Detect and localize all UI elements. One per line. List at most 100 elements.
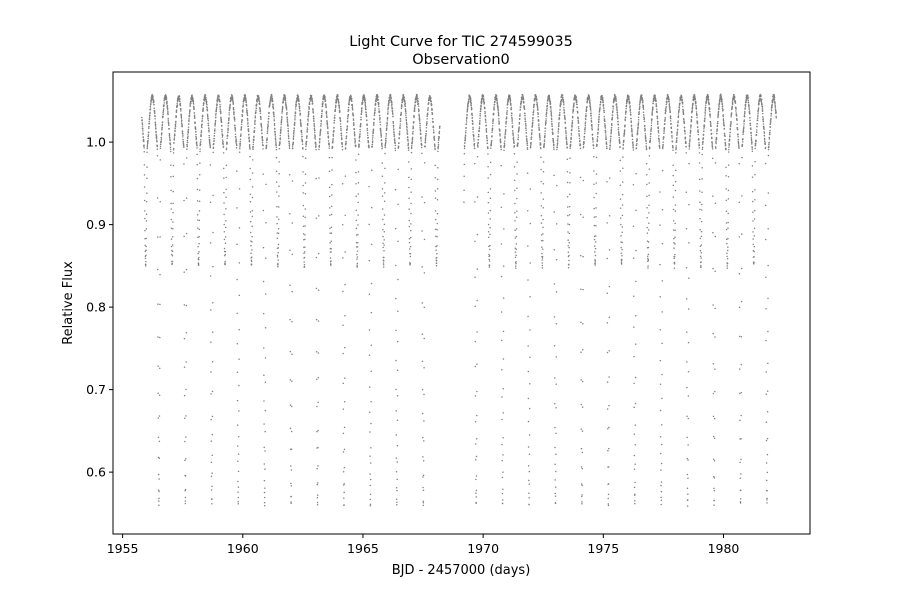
data-point xyxy=(158,490,160,493)
data-point xyxy=(569,172,571,174)
data-point xyxy=(181,123,183,126)
data-point xyxy=(546,104,549,107)
data-point xyxy=(357,224,359,226)
data-point xyxy=(345,141,347,143)
data-point xyxy=(382,266,385,268)
data-point xyxy=(530,133,533,136)
data-point xyxy=(435,265,438,267)
data-point xyxy=(515,243,518,245)
data-point xyxy=(479,107,482,110)
data-point xyxy=(635,173,637,175)
data-point xyxy=(616,105,618,108)
data-point xyxy=(267,118,270,120)
data-point xyxy=(210,489,213,491)
data-point xyxy=(540,192,542,194)
data-point xyxy=(226,137,228,140)
data-point xyxy=(237,460,239,463)
data-point xyxy=(489,218,491,220)
data-point xyxy=(355,209,357,211)
data-point xyxy=(660,481,663,483)
data-point xyxy=(630,124,633,126)
data-point xyxy=(514,211,516,214)
data-point xyxy=(423,272,426,274)
data-point xyxy=(506,110,508,112)
data-point xyxy=(347,109,350,111)
data-point xyxy=(411,136,414,139)
data-point xyxy=(292,137,295,139)
data-point xyxy=(337,95,339,97)
data-point xyxy=(327,127,329,130)
data-point xyxy=(251,215,254,218)
data-point xyxy=(583,138,585,140)
data-point xyxy=(233,118,236,121)
data-point xyxy=(585,113,587,115)
data-point xyxy=(142,130,144,132)
data-point xyxy=(424,137,427,140)
data-point xyxy=(282,105,284,108)
data-point xyxy=(264,357,267,359)
data-point xyxy=(554,492,557,495)
data-point xyxy=(583,132,586,135)
data-point xyxy=(344,314,346,317)
data-point xyxy=(264,381,267,383)
data-point xyxy=(501,369,503,371)
data-point xyxy=(544,132,546,135)
data-point xyxy=(303,264,306,266)
data-point xyxy=(650,130,652,133)
data-point xyxy=(530,143,532,145)
data-point xyxy=(378,105,380,107)
data-point xyxy=(379,117,381,120)
data-point xyxy=(253,131,256,133)
data-point xyxy=(589,106,592,108)
data-point xyxy=(363,95,366,97)
data-point xyxy=(596,143,598,146)
data-point xyxy=(385,135,387,137)
data-point xyxy=(501,418,503,421)
data-point xyxy=(476,390,478,393)
data-point xyxy=(567,255,570,258)
data-point xyxy=(544,124,547,126)
data-point xyxy=(185,388,187,391)
data-point xyxy=(398,132,401,134)
data-point xyxy=(286,117,288,119)
data-point xyxy=(620,252,622,254)
data-point xyxy=(421,196,423,198)
data-point xyxy=(169,142,172,145)
data-point xyxy=(616,116,619,119)
data-point xyxy=(660,452,662,455)
data-point xyxy=(663,128,666,130)
data-point xyxy=(182,140,185,143)
data-point xyxy=(545,119,547,122)
data-point xyxy=(593,183,595,185)
data-point xyxy=(315,144,317,146)
data-point xyxy=(171,255,174,257)
data-point xyxy=(433,131,435,134)
data-point xyxy=(436,229,438,231)
data-point xyxy=(431,108,433,111)
data-point xyxy=(155,131,157,134)
data-point xyxy=(577,117,579,119)
data-point xyxy=(313,127,316,130)
data-point xyxy=(570,138,572,141)
data-point xyxy=(214,122,217,124)
data-point xyxy=(150,99,153,101)
data-point xyxy=(222,142,224,145)
data-point xyxy=(289,379,292,381)
data-point xyxy=(360,111,363,113)
data-point xyxy=(411,140,414,142)
data-point xyxy=(419,128,421,130)
data-point xyxy=(210,371,212,373)
data-point xyxy=(381,195,384,197)
data-point xyxy=(634,376,637,379)
data-point xyxy=(384,141,387,144)
data-point xyxy=(291,321,293,323)
data-point xyxy=(580,466,583,468)
data-point xyxy=(488,245,490,248)
data-point xyxy=(304,225,306,227)
data-point xyxy=(251,210,254,212)
data-point xyxy=(487,166,489,168)
data-point xyxy=(359,128,361,131)
data-point xyxy=(197,252,199,255)
data-point xyxy=(149,114,151,117)
data-point xyxy=(192,97,194,99)
